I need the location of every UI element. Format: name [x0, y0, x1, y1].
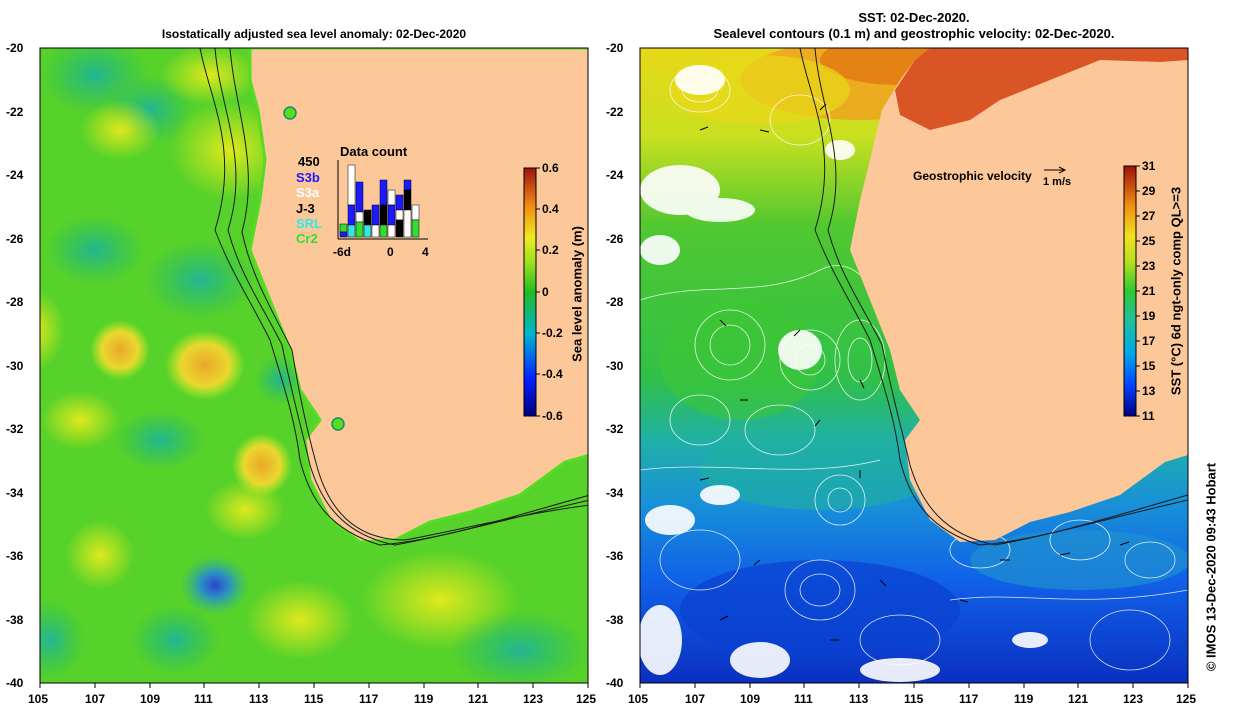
cb-tick: 27: [1142, 209, 1156, 223]
legend-j3: J-3: [296, 201, 315, 216]
axis-tick-marks: [39, 683, 1189, 688]
y-tick: -26: [606, 232, 624, 246]
x-tick: 123: [523, 692, 544, 706]
cb-tick: 0.4: [542, 202, 559, 216]
legend-srl: SRL: [296, 216, 322, 231]
cb-tick: 17: [1142, 334, 1156, 348]
x-tick: 111: [194, 692, 213, 706]
y-tick: -32: [6, 422, 24, 436]
right-panel-title-1: SST: 02-Dec-2020.: [858, 10, 970, 25]
x-tick: 117: [959, 692, 979, 706]
y-tick: -30: [6, 359, 24, 373]
y-tick: -36: [6, 549, 24, 563]
x-tick: 121: [468, 692, 489, 706]
y-tick: -26: [6, 232, 24, 246]
cb-tick: 19: [1142, 309, 1156, 323]
cb-tick: 21: [1142, 284, 1156, 298]
x-tick: 125: [576, 692, 597, 706]
y-tick: -22: [6, 105, 24, 119]
cb-tick: 31: [1142, 159, 1156, 173]
legend-s3a: S3a: [296, 185, 320, 200]
right-panel-title-2: Sealevel contours (0.1 m) and geostrophi…: [713, 26, 1115, 41]
sst-colorbar: [1123, 165, 1137, 417]
data-count-max: 450: [298, 154, 320, 169]
x-tick: 109: [140, 692, 161, 706]
x-tick: 105: [628, 692, 649, 706]
sla-colorbar: [523, 167, 537, 417]
cb-tick: -0.6: [542, 409, 563, 423]
x-tick: 107: [85, 692, 106, 706]
x-tick: 119: [1014, 692, 1034, 706]
y-tick: -32: [606, 422, 624, 436]
cb-tick: 0.2: [542, 243, 559, 257]
x-tick: 117: [359, 692, 379, 706]
y-tick: -34: [606, 486, 624, 500]
y-tick: -20: [606, 41, 624, 55]
y-tick: -34: [6, 486, 24, 500]
y-tick: -24: [6, 168, 24, 182]
sla-colorbar-label: Sea level anomaly (m): [569, 226, 585, 362]
y-tick: -40: [6, 676, 24, 690]
y-tick: -28: [606, 295, 624, 309]
x-tick: 123: [1123, 692, 1144, 706]
cb-tick: 0.6: [542, 161, 559, 175]
y-tick: -20: [6, 41, 24, 55]
cb-tick: 13: [1142, 384, 1156, 398]
x-tick: 115: [904, 692, 924, 706]
y-tick: -30: [606, 359, 624, 373]
y-tick: -28: [6, 295, 24, 309]
cb-tick: 23: [1142, 259, 1156, 273]
x-tick: 107: [685, 692, 706, 706]
x-tick: 121: [1068, 692, 1089, 706]
cb-tick: 29: [1142, 184, 1156, 198]
sst-colorbar-label: SST (°C) 6d ngt-only comp QL>=3: [1168, 186, 1184, 396]
cb-tick: -0.4: [542, 367, 563, 381]
data-count-title: Data count: [340, 144, 408, 159]
x-tick: 113: [849, 692, 869, 706]
sst-map: [640, 48, 1188, 683]
y-tick: -36: [606, 549, 624, 563]
x-tick: 111: [794, 692, 813, 706]
data-count-xtick: 4: [422, 245, 429, 259]
data-count-xtick: 0: [387, 245, 394, 259]
left-panel-title: Isostatically adjusted sea level anomaly…: [161, 27, 467, 41]
x-tick: 119: [414, 692, 434, 706]
velocity-key-scale: 1 m/s: [1043, 176, 1072, 188]
legend-cr2: Cr2: [296, 231, 318, 246]
imos-credit: © IMOS 13-Dec-2020 09:43 Hobart: [1203, 462, 1219, 672]
cb-tick: 0: [542, 285, 549, 299]
legend-s3b: S3b: [296, 170, 320, 185]
y-tick: -38: [6, 613, 24, 627]
cb-tick: 11: [1142, 409, 1155, 423]
x-tick: 109: [740, 692, 761, 706]
x-tick: 105: [28, 692, 49, 706]
cb-tick: 15: [1142, 359, 1156, 373]
cb-tick: 25: [1142, 234, 1156, 248]
x-tick: 113: [249, 692, 269, 706]
x-tick: 125: [1176, 692, 1197, 706]
y-tick: -24: [606, 168, 624, 182]
x-tick: 115: [304, 692, 324, 706]
data-count-inset: [337, 160, 428, 240]
y-tick: -38: [606, 613, 624, 627]
y-tick: -40: [606, 676, 624, 690]
cb-tick: -0.2: [542, 326, 563, 340]
y-tick: -22: [606, 105, 624, 119]
velocity-key-label: Geostrophic velocity: [913, 169, 1032, 183]
sla-map: [40, 48, 588, 683]
data-count-xtick: -6d: [333, 245, 351, 259]
